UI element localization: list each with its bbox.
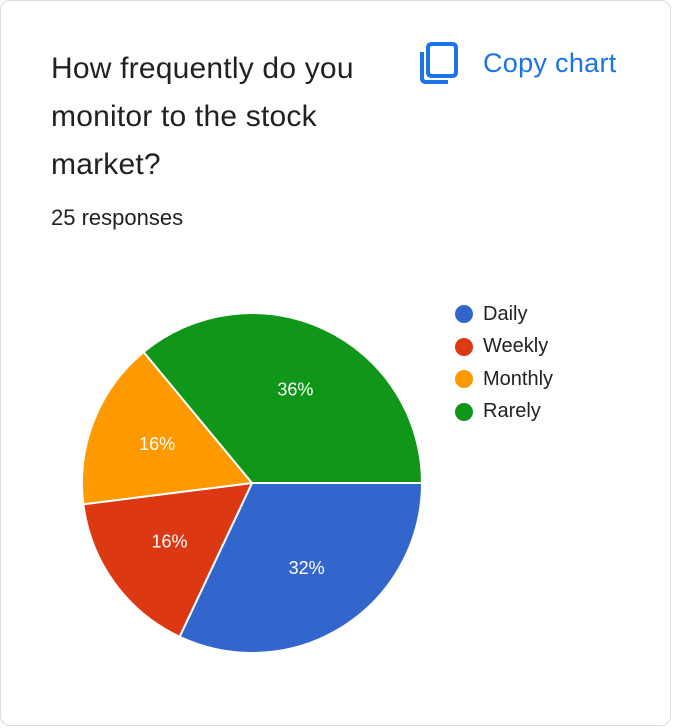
legend-label-daily: Daily bbox=[483, 302, 528, 325]
legend-dot-monthly bbox=[455, 370, 473, 389]
legend-label-rarely: Rarely bbox=[483, 400, 541, 423]
legend-dot-rarely bbox=[455, 402, 473, 421]
copy-chart-label: Copy chart bbox=[483, 47, 617, 78]
pie-slice-rarely[interactable] bbox=[142, 312, 424, 484]
pie-label-daily: 32% bbox=[289, 558, 325, 578]
pie-slice-weekly[interactable] bbox=[82, 481, 254, 639]
legend-dot-weekly bbox=[455, 337, 473, 356]
question-title: How frequently do you monitor to the sto… bbox=[51, 52, 354, 181]
legend-item-weekly[interactable]: Weekly bbox=[455, 331, 553, 364]
chart-legend: Daily Weekly Monthly Rarely bbox=[455, 298, 553, 428]
pie-chart: 32% 16% 16% 36% bbox=[81, 312, 424, 654]
pie-label-rarely: 36% bbox=[277, 379, 313, 399]
legend-item-monthly[interactable]: Monthly bbox=[455, 363, 553, 396]
legend-dot-daily bbox=[455, 305, 473, 324]
pie-slice-monthly[interactable] bbox=[81, 350, 254, 506]
legend-label-monthly: Monthly bbox=[483, 367, 554, 390]
legend-item-daily[interactable]: Daily bbox=[455, 298, 553, 331]
copy-chart-button[interactable]: Copy chart bbox=[419, 39, 617, 87]
pie-slice-daily[interactable] bbox=[178, 482, 424, 654]
pie-label-weekly: 16% bbox=[151, 532, 187, 552]
pie-label-monthly: 16% bbox=[139, 434, 175, 454]
legend-label-weekly: Weekly bbox=[483, 335, 549, 358]
response-count: 25 responses bbox=[51, 205, 184, 230]
legend-item-rarely[interactable]: Rarely bbox=[455, 396, 553, 429]
copy-icon bbox=[420, 42, 458, 84]
